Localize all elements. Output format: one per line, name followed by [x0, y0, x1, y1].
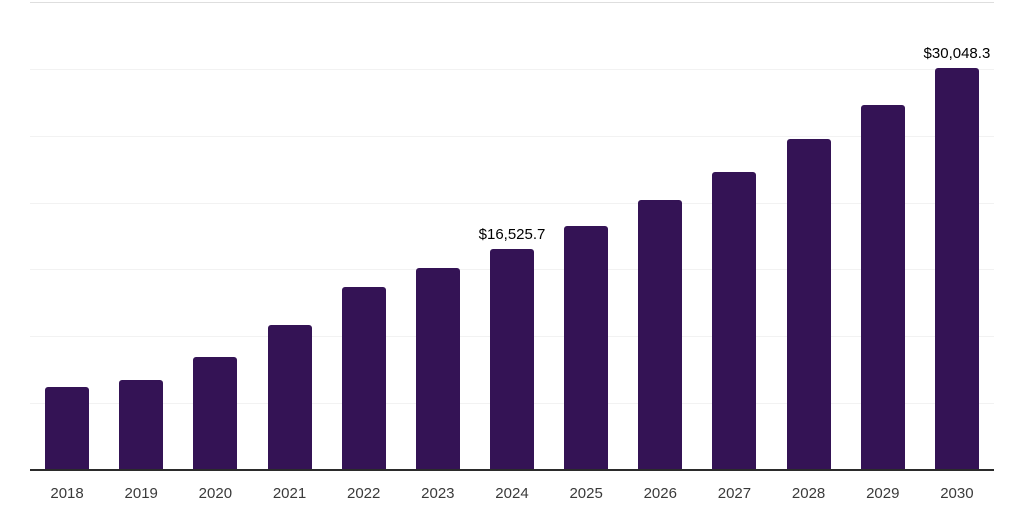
- data-label-2030: $30,048.3: [923, 45, 991, 63]
- x-axis-label-2022: 2022: [346, 485, 381, 502]
- gridline-25000: [30, 135, 994, 137]
- bar-2028: [786, 139, 831, 470]
- bar-2018: [45, 387, 90, 470]
- bar-2026: [638, 199, 683, 470]
- gridline-35000: [30, 2, 994, 3]
- gridline-20000: [30, 202, 994, 204]
- x-axis-label-2019: 2019: [124, 485, 158, 502]
- bar-2024: [490, 249, 534, 470]
- bar-2023: [415, 267, 460, 470]
- bar-2027: [712, 171, 757, 470]
- x-axis-label-2026: 2026: [643, 485, 677, 502]
- x-axis-label-2018: 2018: [50, 485, 84, 502]
- x-axis-labels: 2018 2019 2020 2021 2022 2023 2024 2025 2026 2027…: [30, 486, 994, 506]
- data-label-2024: $16,525.7: [478, 226, 546, 244]
- bar-2029: [860, 104, 905, 470]
- bar-2022: [341, 286, 386, 470]
- bar-2019: [119, 379, 164, 470]
- x-axis-label-2030: 2030: [940, 485, 974, 502]
- x-axis-label-2027: 2027: [717, 485, 752, 502]
- x-axis-label-2024: 2024: [495, 485, 529, 502]
- x-axis-label-2021: 2021: [272, 485, 307, 502]
- x-axis-label-2028: 2028: [791, 485, 826, 502]
- bar-2030: [934, 68, 979, 470]
- gridline-30000: [30, 68, 994, 70]
- x-axis-label-2029: 2029: [866, 485, 900, 502]
- bar-2021: [267, 324, 312, 470]
- x-axis-label-2025: 2025: [569, 485, 603, 502]
- x-axis-label-2023: 2023: [421, 485, 455, 502]
- plot-area: $16,525.7 $30,048.3: [30, 2, 994, 470]
- x-axis-label-2020: 2020: [198, 485, 233, 502]
- bar-2025: [564, 225, 609, 470]
- x-axis-line: [30, 469, 994, 471]
- bar-2020: [193, 357, 238, 470]
